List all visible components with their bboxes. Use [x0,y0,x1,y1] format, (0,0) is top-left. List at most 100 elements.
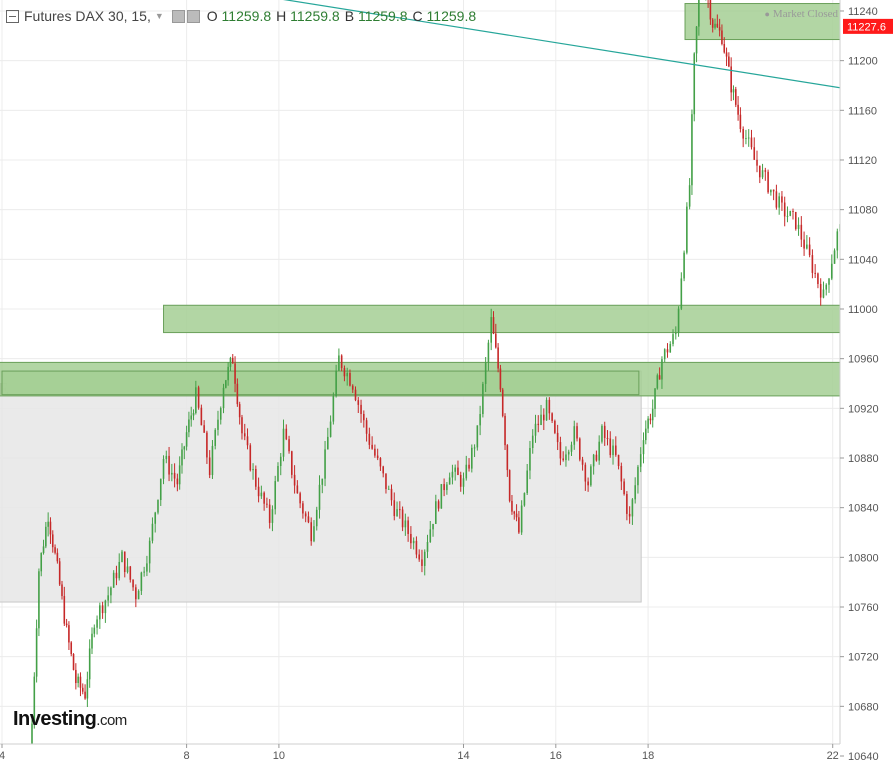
candle-body [836,231,839,251]
x-tick-label: 16 [550,750,562,762]
candle-body [473,447,476,449]
candle-body [747,137,750,139]
candle-body [856,224,858,228]
candle-body [374,448,376,456]
candle-body [508,470,511,501]
candle-body [873,270,875,284]
candle-body [70,642,73,655]
candle-body [666,349,669,353]
candle-body [91,633,93,649]
y-tick-label: 11160 [848,105,877,117]
candle-body [739,114,742,129]
candle-body [260,492,263,497]
candle-body [499,368,502,390]
candle-body [772,189,775,192]
candle-body [115,572,118,579]
y-tick-label: 10680 [848,701,879,713]
candle-body [412,540,415,544]
candle-body [658,375,661,380]
candle-body [279,456,282,467]
demand-zone [163,304,840,334]
candle-body [435,501,437,524]
candle-body [513,511,516,514]
candle-body [663,349,666,360]
chevron-down-icon[interactable]: ▼ [154,11,164,21]
candle-body [518,517,520,533]
y-tick-label: 10760 [848,602,879,614]
candle-body [401,509,404,528]
candle-body [112,572,115,588]
candle-body [68,625,70,643]
candle-body [620,465,623,482]
candle-body [698,0,700,27]
gear-icon[interactable] [186,9,200,23]
candle-body [476,425,479,448]
candle-body [195,387,197,414]
instrument-title[interactable]: Futures DAX 30, 15, [24,8,151,24]
candle-body [188,419,190,433]
candle-body [693,53,696,115]
candle-body [775,191,778,208]
candle-body [725,52,728,57]
candle-body [200,407,203,426]
candle-body [225,380,227,388]
candle-body [845,211,847,231]
candle-body [573,426,576,445]
candle-body [135,587,137,600]
range-box [0,370,642,603]
candle-body [171,472,173,475]
candle-body [814,272,816,274]
y-tick-label: 10920 [848,403,879,415]
candle-body [65,623,68,626]
candle-body [154,512,157,524]
candle-body [656,375,659,389]
settings-icon[interactable] [171,9,185,23]
candle-body [299,493,301,504]
candle-body [767,171,769,193]
candle-body [243,433,246,437]
candle-body [471,447,473,469]
candle-body [42,546,45,554]
menu-icon[interactable] [6,9,19,23]
candle-body [584,464,587,482]
demand-zone [1,370,640,396]
price-label-text: 11227.6 [847,21,886,33]
candle-body [192,413,195,416]
candle-body [51,534,54,548]
candle-body [842,224,844,231]
candle-body [753,147,756,160]
candle-body [721,30,723,45]
candle-body [429,529,432,542]
candle-body [647,418,649,429]
candle-body [501,389,504,416]
candle-body [459,474,462,487]
candle-body [614,445,617,455]
candle-body [792,211,794,213]
candle-body [304,513,307,517]
candle-body [351,385,354,390]
x-tick-label: 4 [0,750,5,762]
candle-body [35,628,38,677]
candle-body [529,448,531,471]
candle-body [853,216,855,224]
candle-body [324,449,326,479]
candle-body [811,255,814,273]
candle-body [576,426,578,439]
candle-body [677,308,680,334]
candle-body [626,494,628,514]
candle-body [750,137,753,148]
candle-body [606,437,609,439]
candle-body [110,587,112,596]
candle-body [415,540,418,555]
candle-body [227,366,229,381]
candle-body [96,619,98,628]
candle-body [58,561,61,585]
candle-body [651,408,654,421]
candle-body [609,438,612,456]
candle-body [730,66,732,93]
candle-body [515,513,518,518]
candle-body [379,458,382,467]
candle-body [617,454,620,466]
candle-body [285,428,288,440]
